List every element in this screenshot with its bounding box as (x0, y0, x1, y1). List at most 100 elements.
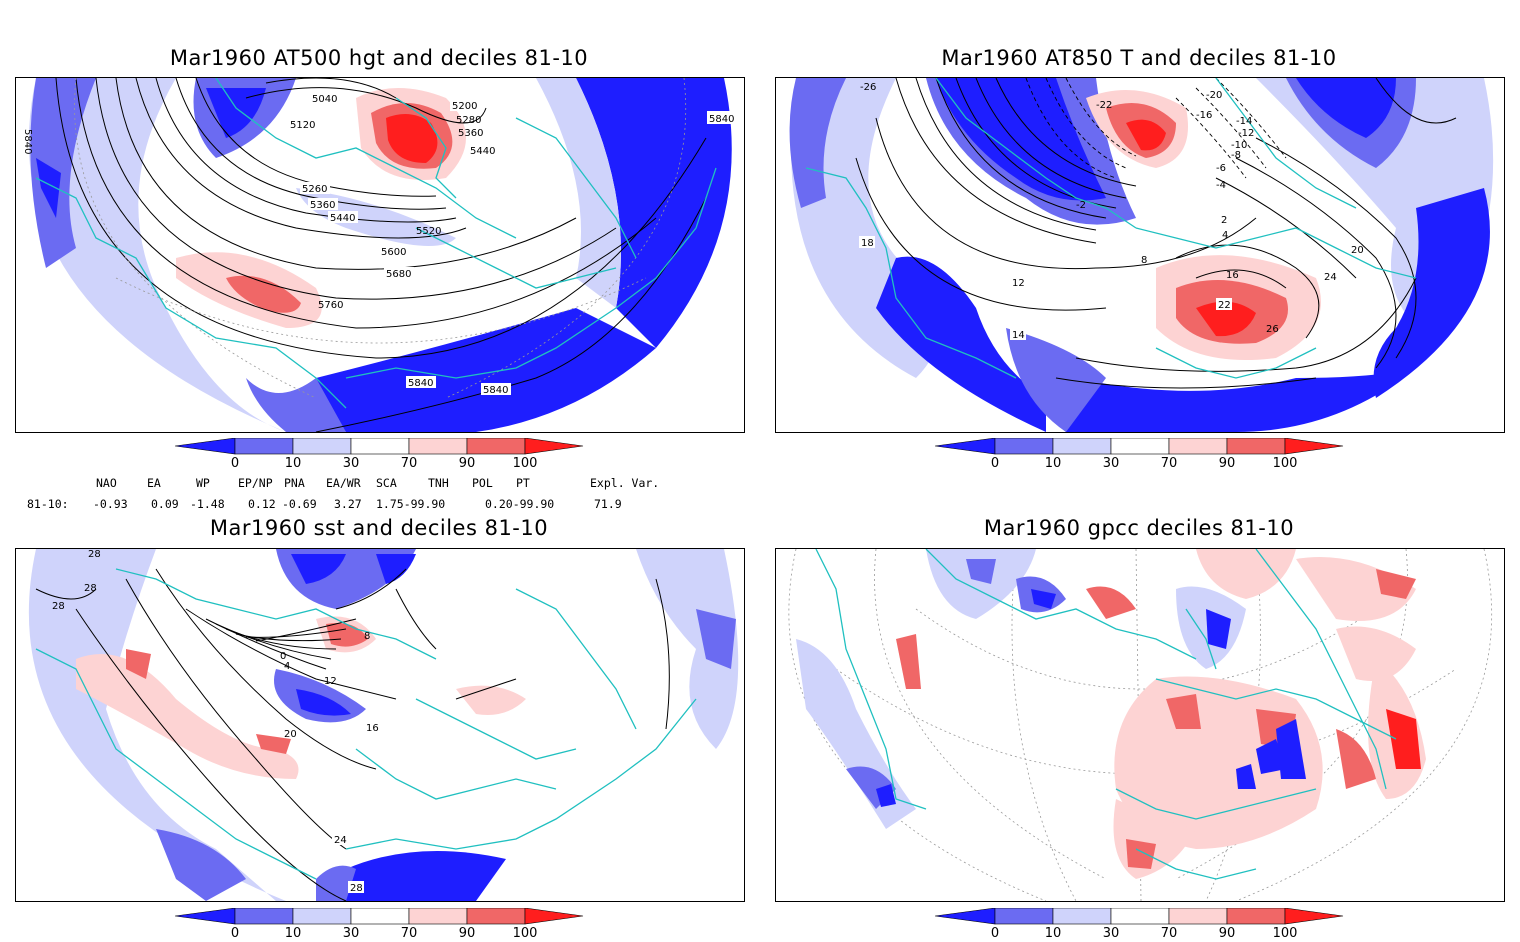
contour-label: 5600 (381, 247, 406, 258)
contour-label: 16 (1226, 270, 1239, 281)
index-value: 0.20-99.90 (485, 497, 555, 511)
contour-label: -22 (1096, 100, 1112, 111)
index-header: Expl. Var. (590, 476, 660, 490)
colorbar-tick: 30 (1102, 456, 1120, 471)
colorbar-tick: 0 (990, 456, 1000, 471)
colorbar-tick: 0 (230, 926, 240, 941)
colorbar-gpcc: 0 10 30 70 90 100 (935, 908, 1355, 942)
index-value: 0.09 (151, 497, 179, 511)
contour-label: 5260 (302, 184, 327, 195)
panel-title-gpcc: Mar1960 gpcc deciles 81-10 (983, 516, 1295, 540)
contour-label: 28 (88, 549, 101, 560)
index-value: -1.48 (190, 497, 225, 511)
contour-label: 4 (1222, 230, 1228, 241)
contour-label: 5680 (386, 269, 411, 280)
contour-label: 24 (334, 835, 347, 846)
contour-label: 28 (52, 601, 65, 612)
colorbar-tick: 100 (512, 926, 538, 941)
contour-label: 5760 (318, 300, 343, 311)
colorbar-tick: 70 (1160, 456, 1178, 471)
contour-label: 12 (324, 676, 337, 687)
index-header: PNA (284, 476, 305, 490)
contour-label: -6 (1216, 163, 1226, 174)
colorbar-tick: 0 (990, 926, 1000, 941)
index-value: 71.9 (594, 497, 622, 511)
contour-label: -26 (860, 82, 876, 93)
contour-label: 5280 (456, 115, 481, 126)
contour-label: 20 (1351, 245, 1364, 256)
colorbar-tick: 90 (1218, 456, 1236, 471)
panel-title-hgt500: Mar1960 AT500 hgt and deciles 81-10 (169, 46, 589, 70)
index-value: 1.75-99.90 (376, 497, 446, 511)
contour-label: 16 (366, 723, 379, 734)
contour-label: 8 (364, 631, 370, 642)
map-hgt500: 5840 5040 5120 5200 5280 5360 5440 5260 … (15, 77, 745, 433)
contour-label: 5520 (416, 226, 441, 237)
panel-title-t850: Mar1960 AT850 T and deciles 81-10 (941, 46, 1337, 70)
contour-label: 18 (861, 238, 874, 249)
colorbar-tick: 90 (458, 456, 476, 471)
contour-label: -10 (1231, 140, 1247, 151)
colorbar-tick: 0 (230, 456, 240, 471)
colorbar-t850: 0 10 30 70 90 100 (935, 438, 1355, 472)
contour-label: 22 (1218, 300, 1231, 311)
contour-label: 5360 (310, 200, 335, 211)
contour-label: 5840 (483, 385, 508, 396)
index-header: EA (147, 476, 161, 490)
contour-label: 0 (280, 651, 286, 662)
contour-label: 12 (1012, 278, 1025, 289)
contour-label: -8 (1231, 150, 1241, 161)
contour-label: 26 (1266, 324, 1279, 335)
contour-label: 4 (284, 661, 290, 672)
contour-label: 28 (350, 883, 363, 894)
index-header: EA/WR (326, 476, 361, 490)
index-value: -0.69 (282, 497, 317, 511)
colorbar-tick: 10 (1044, 926, 1062, 941)
contour-label: -20 (1206, 90, 1222, 101)
contour-label: 5440 (330, 213, 355, 224)
contour-label: 5200 (452, 101, 477, 112)
colorbar-tick: 10 (284, 456, 302, 471)
contour-label: -16 (1196, 110, 1212, 121)
contour-label: -14 (1236, 116, 1252, 127)
contour-label: 5040 (312, 94, 337, 105)
contour-label: 2 (1221, 215, 1227, 226)
colorbar-hgt500: 0 10 30 70 90 100 (175, 438, 595, 472)
contour-label: 5440 (470, 146, 495, 157)
contour-label: 24 (1324, 272, 1337, 283)
colorbar-tick: 70 (400, 456, 418, 471)
contour-label: 5840 (709, 114, 734, 125)
contour-label: 8 (1141, 255, 1147, 266)
map-gpcc (775, 548, 1505, 902)
colorbar-tick: 90 (1218, 926, 1236, 941)
colorbar-tick: 10 (1044, 456, 1062, 471)
colorbar-tick: 70 (1160, 926, 1178, 941)
index-header: POL (472, 476, 493, 490)
colorbar-tick: 100 (1272, 926, 1298, 941)
contour-label: 5840 (22, 129, 33, 154)
index-row-label: 81-10: (27, 497, 69, 511)
index-header: EP/NP (238, 476, 273, 490)
index-header: TNH (428, 476, 449, 490)
colorbar-tick: 30 (342, 456, 360, 471)
contour-label: 5360 (458, 128, 483, 139)
contour-label: -12 (1238, 128, 1254, 139)
contour-label: 28 (84, 583, 97, 594)
index-value: 0.12 (248, 497, 276, 511)
index-header: PT (516, 476, 530, 490)
colorbar-tick: 30 (1102, 926, 1120, 941)
index-header: NAO (96, 476, 117, 490)
contour-label: 5120 (290, 120, 315, 131)
colorbar-tick: 100 (512, 456, 538, 471)
map-t850: -26 -22 -20 -16 -14 -12 -10 -8 -6 -4 -2 … (775, 77, 1505, 433)
map-sst: 28 28 28 0 4 8 12 16 20 24 28 (15, 548, 745, 902)
contour-label: 14 (1012, 330, 1025, 341)
colorbar-tick: 70 (400, 926, 418, 941)
index-header: WP (196, 476, 210, 490)
index-header: SCA (376, 476, 397, 490)
colorbar-sst: 0 10 30 70 90 100 (175, 908, 595, 942)
colorbar-tick: 90 (458, 926, 476, 941)
panel-title-sst: Mar1960 sst and deciles 81-10 (209, 516, 549, 540)
contour-label: -2 (1076, 200, 1086, 211)
contour-label: 20 (284, 729, 297, 740)
